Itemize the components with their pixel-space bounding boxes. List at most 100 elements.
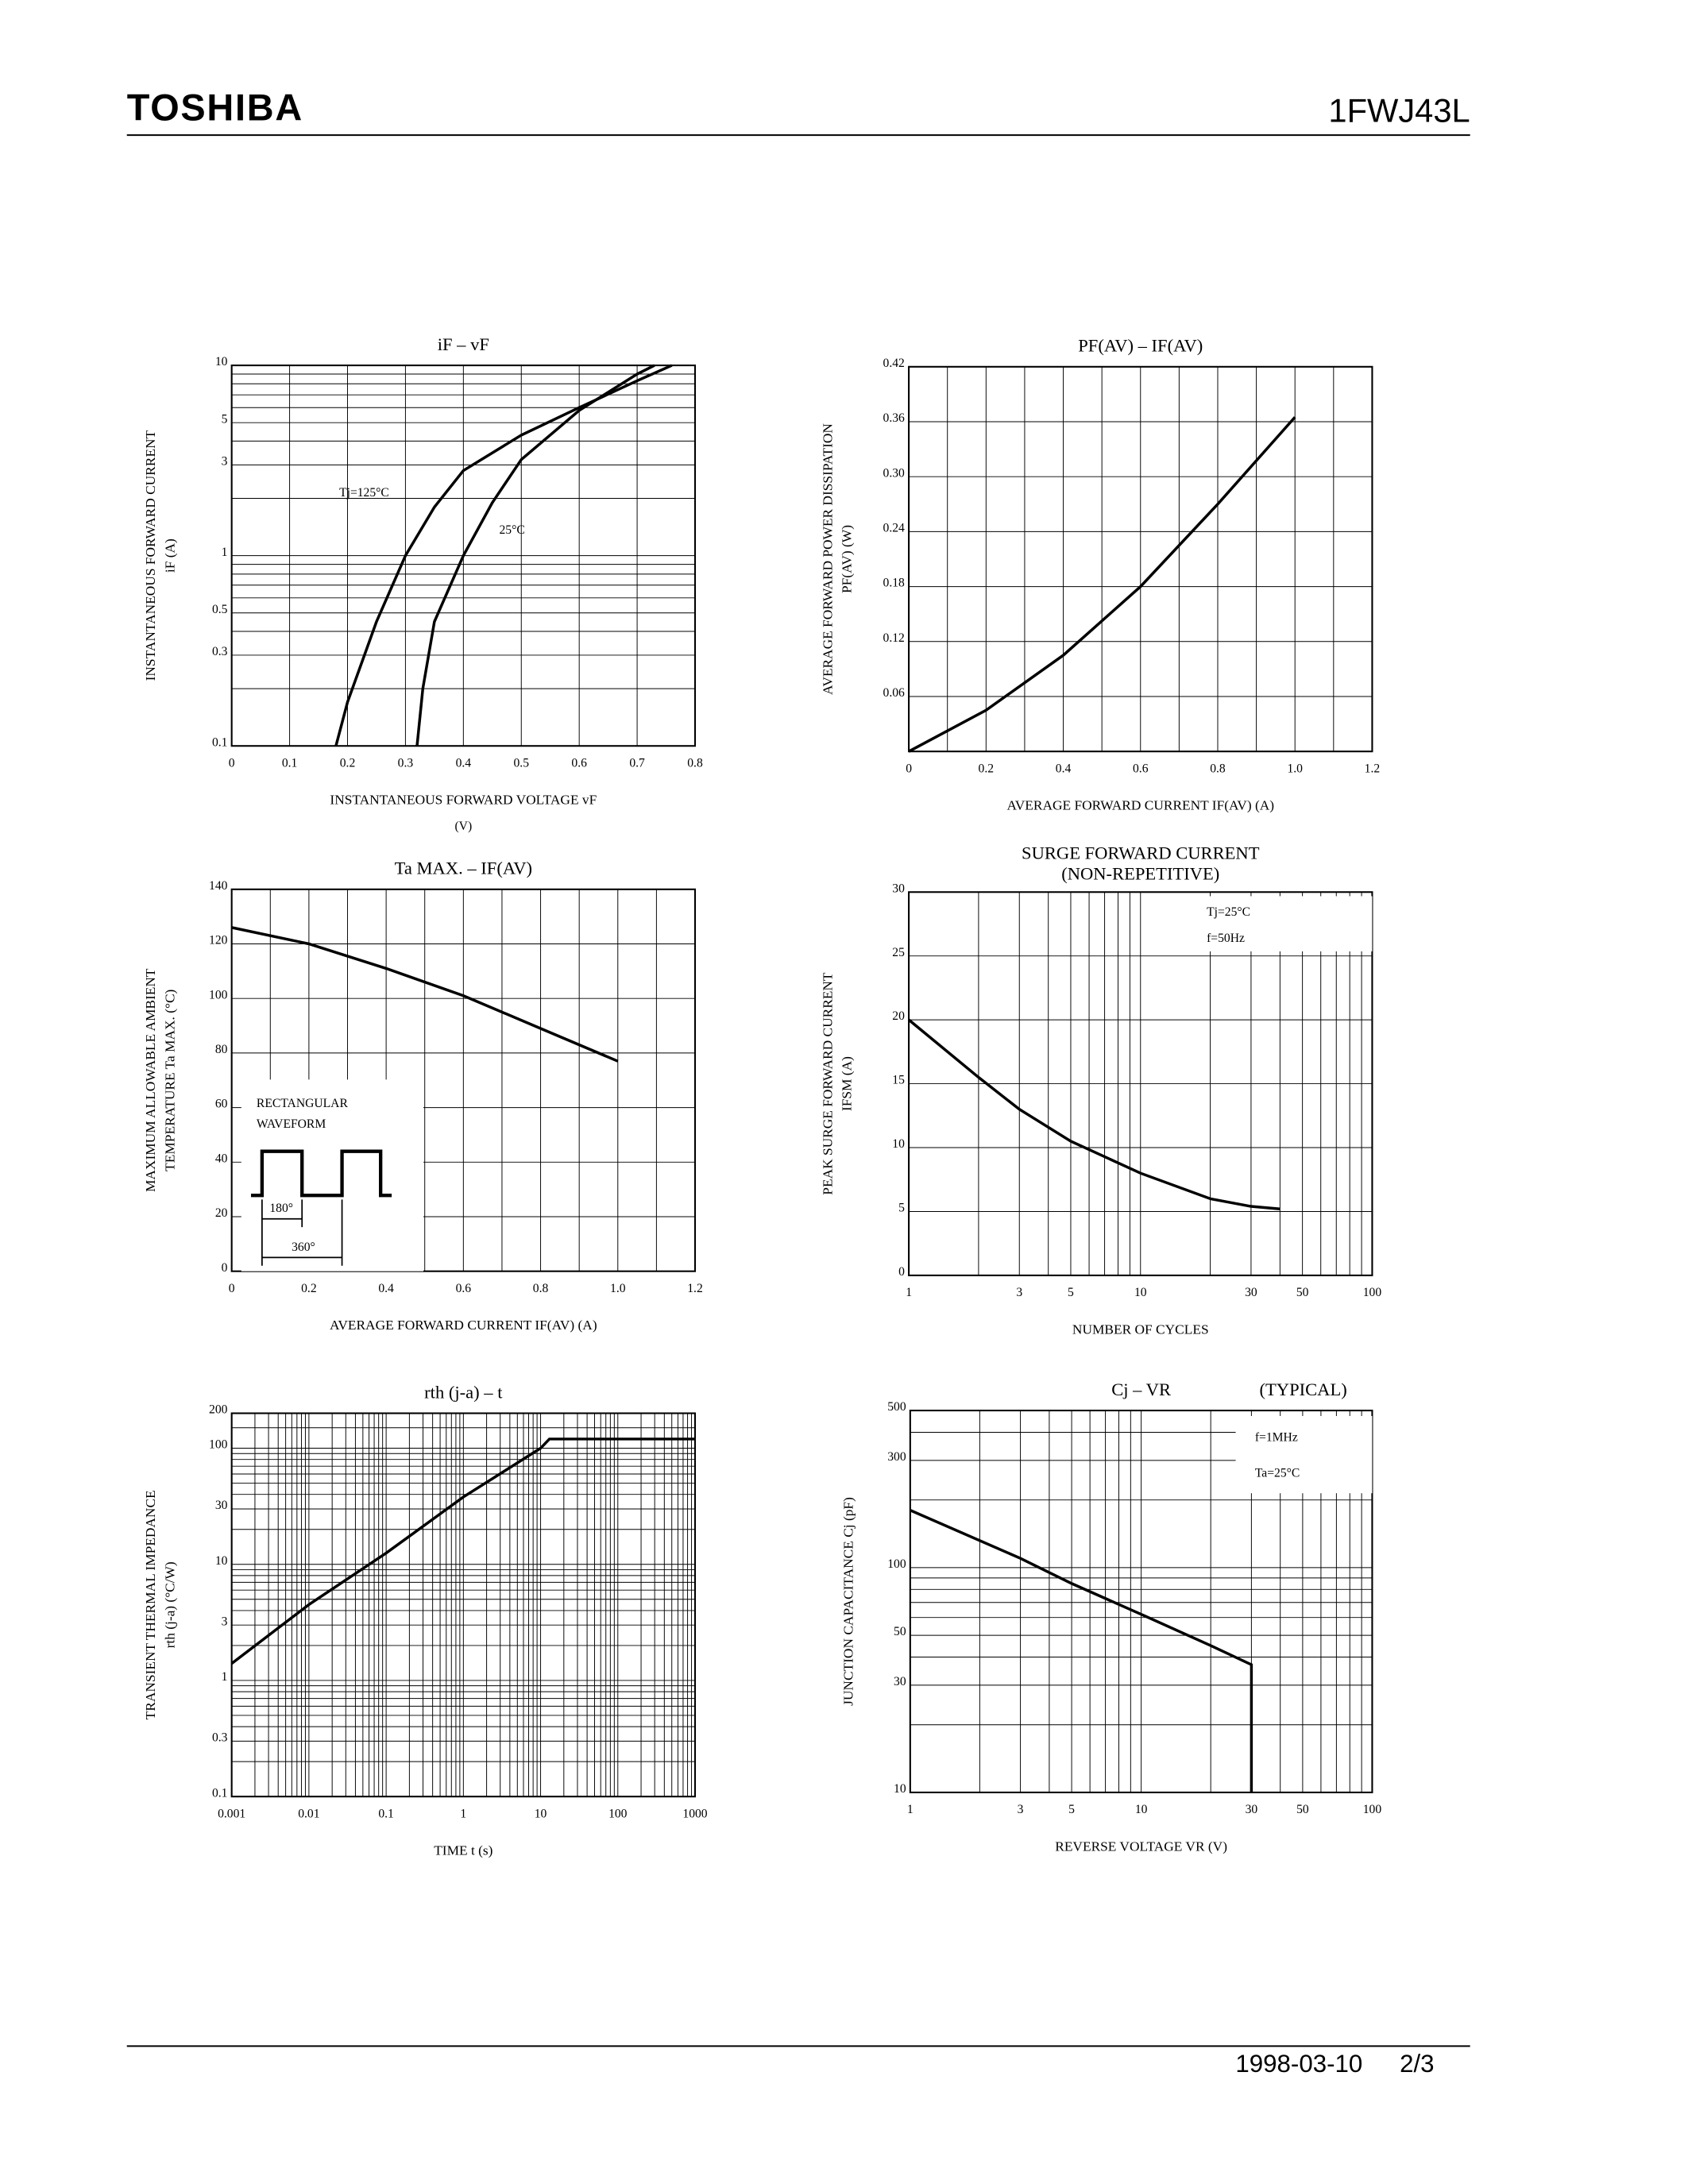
y-tick-label: 15 [892,1074,905,1087]
y-axis-unit: PF(AV) (W) [840,525,855,593]
x-tick-label: 0 [229,756,235,770]
y-tick-label: 25 [892,946,905,959]
x-tick-label: 0.001 [218,1807,245,1820]
x-tick-label: 100 [608,1807,628,1820]
footer-date: 1998-03-10 [1235,2050,1362,2078]
chart: 0 0.1 0.2 0.3 0.4 0.5 0.6 0.7 0.80.10.30.513510i… [143,334,703,833]
y-tick-label: 30 [894,1675,906,1688]
plot-frame [909,1410,1373,1793]
chart-subtitle: (TYPICAL) [1260,1379,1347,1399]
x-axis-label: REVERSE VOLTAGE VR (V) [1055,1839,1227,1854]
y-tick-label: 30 [215,1499,228,1512]
plot-frame [230,1412,697,1798]
x-tick-label: 10 [1135,1803,1148,1816]
y-tick-label: 0.36 [883,411,906,425]
waveform [250,1149,392,1198]
y-tick-label: 20 [215,1206,228,1220]
chart: 0.001 0.01 0.1 1 10 100 1000 0.1 0.3 1 3 10 30 100 200… [143,1382,708,1858]
inset-label: 360° [292,1241,315,1254]
annotation-box [1192,896,1373,951]
x-tick-label: 10 [1134,1286,1147,1299]
annotation: f=1MHz [1255,1430,1298,1444]
x-tick-label: 0 [229,1282,235,1295]
chart: 1 3 5 10 30 50 100 10 30 50 100 300 500 Cj – VR (TYPIC… [840,1379,1381,1854]
y-tick-label: 3 [222,1615,228,1628]
y-tick-label: 10 [215,1554,228,1568]
y-tick-label: 40 [215,1152,228,1165]
y-axis-label: PEAK SURGE FORWARD CURRENT [820,972,835,1195]
y-tick-label: 80 [215,1043,228,1056]
curve [334,364,673,747]
y-tick-label: 10 [892,1137,905,1151]
x-tick-label: 0 [906,762,912,775]
series-label: 25°C [499,523,524,537]
y-axis-unit: rth (j-a) (°C/W) [162,1561,177,1648]
plot-frame [908,365,1373,753]
x-tick-label: 1.0 [1287,762,1303,775]
x-tick-label: 0.6 [456,1282,472,1295]
plot-frame [230,888,697,1272]
x-tick-label: 5 [1068,1803,1075,1816]
y-tick-label: 0.1 [212,735,228,749]
y-axis-unit: IFSM (A) [840,1056,855,1111]
annotation: Tj=25°C [1207,905,1250,919]
y-tick-label: 1 [222,1670,228,1684]
y-tick-label: 100 [209,988,228,1001]
inset-title: WAVEFORM [257,1117,326,1131]
y-tick-label: 100 [887,1557,906,1571]
x-tick-label: 0.8 [687,756,703,770]
x-tick-label: 5 [1068,1286,1074,1299]
chart: 0 0.2 0.4 0.6 0.8 1.0 1.2 0 20 40 60 80 100 120 140 Ta … [143,859,703,1333]
y-tick-label: 50 [894,1625,906,1638]
y-tick-label: 200 [209,1403,228,1417]
x-tick-label: 30 [1245,1286,1257,1299]
inset-box [241,1079,423,1271]
footer-page: 2/3 [1400,2050,1434,2078]
y-tick-label: 0 [222,1261,228,1275]
curve [908,416,1296,753]
x-axis-label: AVERAGE FORWARD CURRENT IF(AV) (A) [1006,798,1274,813]
x-axis-label: INSTANTANEOUS FORWARD VOLTAGE vF [330,793,597,808]
x-tick-label: 0.2 [340,756,356,770]
annotation: f=50Hz [1207,932,1245,945]
y-axis-label: INSTANTANEOUS FORWARD CURRENT [143,430,158,681]
y-tick-label: 30 [892,882,905,895]
chart-title: iF – vF [438,334,489,354]
curve [910,1509,1253,1792]
y-tick-label: 10 [894,1782,906,1796]
x-tick-label: 3 [1018,1803,1024,1816]
inset-label: 180° [269,1202,293,1215]
curve [415,364,655,747]
plot-frame [908,891,1373,1276]
x-tick-label: 10 [535,1807,547,1820]
y-tick-label: 0 [898,1265,905,1279]
series-label: Tj=125°C [339,486,389,500]
y-tick-label: 0.1 [212,1786,228,1800]
y-tick-label: 120 [209,934,228,947]
x-tick-label: 0.6 [571,756,587,770]
x-tick-label: 1.0 [610,1282,626,1295]
x-tick-label: 1.2 [1365,762,1381,775]
x-tick-label: 30 [1246,1803,1258,1816]
y-tick-label: 0.30 [883,466,906,480]
x-axis-label: AVERAGE FORWARD CURRENT IF(AV) (A) [330,1318,597,1333]
chart: 1 3 5 10 30 50 100 0 5 10 15 20 25 30 SURGE FORWARD CU… [820,843,1381,1337]
x-tick-label: 0.1 [282,756,298,770]
x-tick-label: 0.8 [1210,762,1226,775]
x-tick-label: 1 [906,1286,912,1299]
y-tick-label: 0.06 [883,686,906,700]
x-tick-label: 0.7 [629,756,645,770]
y-tick-label: 140 [209,879,228,893]
y-tick-label: 0.3 [212,1731,228,1744]
chart-title: Cj – VR [1111,1379,1171,1399]
y-axis-label: JUNCTION CAPACITANCE Cj (pF) [840,1497,856,1706]
annotation-box [1235,1415,1373,1494]
chart-title: PF(AV) – IF(AV) [1078,336,1203,356]
x-tick-label: 0.1 [378,1807,394,1820]
x-axis-label: TIME t (s) [434,1843,492,1858]
x-tick-label: 1 [907,1803,914,1816]
curve [230,1437,695,1665]
x-tick-label: 50 [1296,1803,1309,1816]
part-number: 1FWJ43L [1328,91,1470,129]
chart-title: rth (j-a) – t [424,1382,503,1402]
